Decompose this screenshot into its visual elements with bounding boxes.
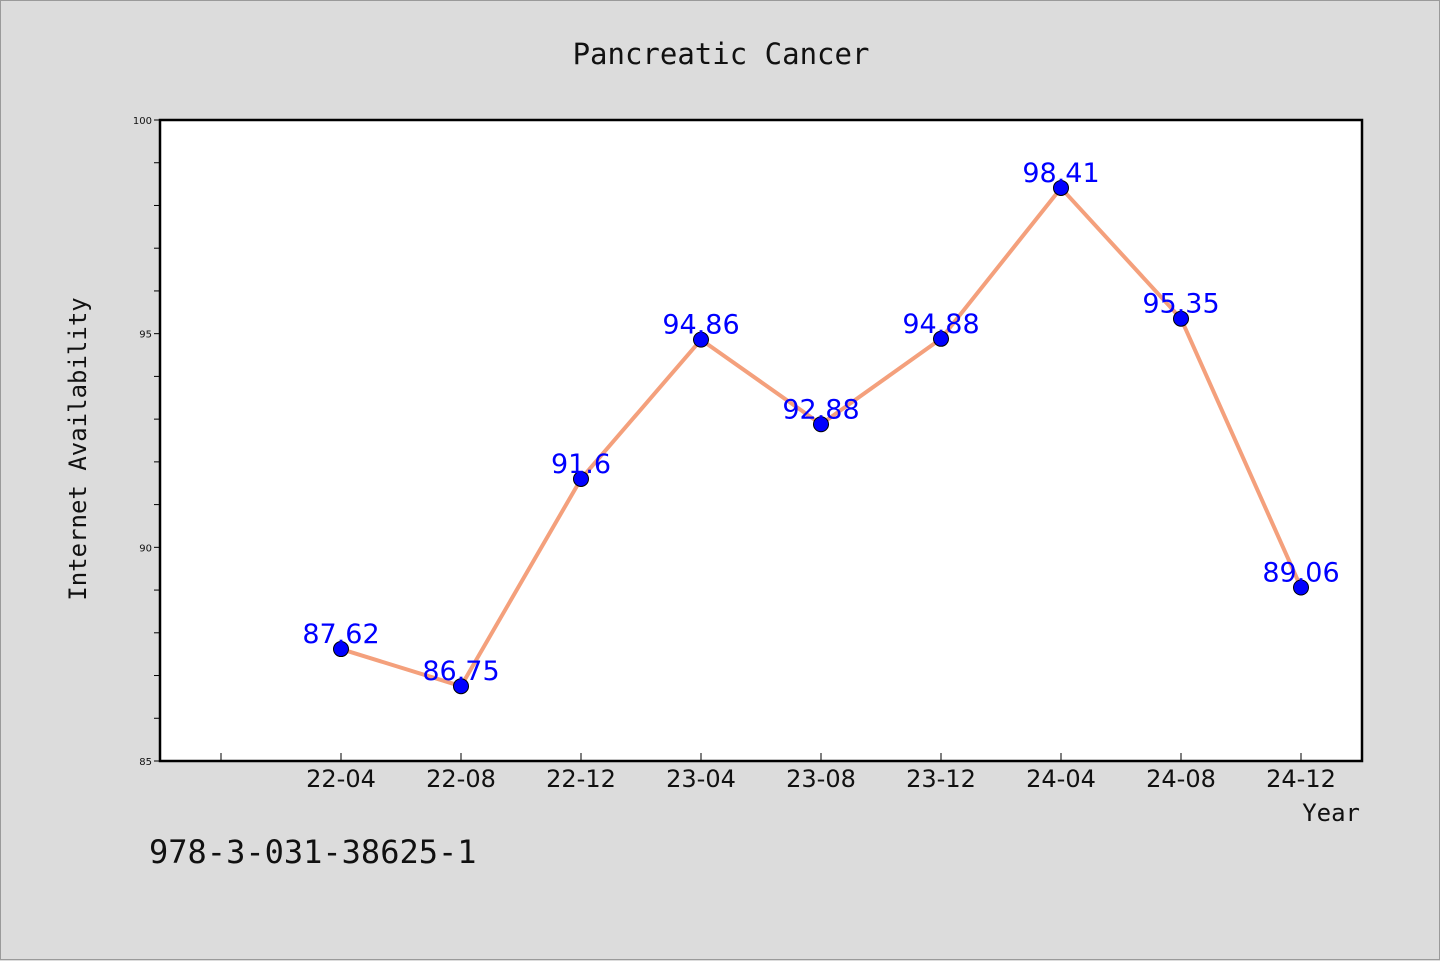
y-tick-label: 85 [139,757,152,768]
data-label: 95.35 [1142,289,1219,320]
x-tick-label: 23-12 [906,765,976,793]
y-axis-label: Internet Availability [64,297,92,600]
data-point [693,331,709,348]
data-point [573,470,589,487]
markers-group [333,179,1309,695]
x-axis: 22-04 22-08 22-12 23-04 23-08 23-12 24-04 24-08… [220,753,1336,793]
x-axis-label: Year [1302,799,1360,827]
data-point [933,330,949,347]
y-tick-label: 90 [139,543,152,554]
data-point [453,678,469,695]
chart-title: Pancreatic Cancer [573,37,870,71]
data-label: 98.41 [1022,158,1099,189]
x-tick-label: 22-04 [306,765,376,793]
data-point [813,416,829,433]
data-label: 94.86 [662,310,739,341]
data-label: 87.62 [302,619,379,650]
data-label: 89.06 [1262,558,1339,589]
data-label: 86.75 [422,656,499,687]
y-tick-label: 95 [139,330,152,341]
data-label: 94.88 [902,309,979,340]
data-point [1293,579,1309,596]
plot-area [158,118,1364,763]
data-point [1053,179,1069,196]
x-tick-label: 24-08 [1146,765,1216,793]
y-tick-label: 100 [133,116,152,127]
x-tick-label: 24-04 [1026,765,1096,793]
data-label: 92.88 [782,394,859,425]
x-tick-label: 23-08 [786,765,856,793]
x-tick-label: 23-04 [666,765,736,793]
x-tick-label: 24-12 [1266,765,1336,793]
x-tick-label: 22-08 [426,765,496,793]
data-point [333,641,349,658]
x-tick-label: 22-12 [546,765,616,793]
footer-code: 978-3-031-38625-1 [149,833,477,871]
data-label: 91.6 [551,449,611,480]
y-axis: 85 90 95 100 [133,116,160,768]
data-point [1173,310,1189,327]
data-labels-group: 87.62 86.75 91.6 94.86 92.88 94.88 98.41 95.35 8… [302,158,1339,687]
